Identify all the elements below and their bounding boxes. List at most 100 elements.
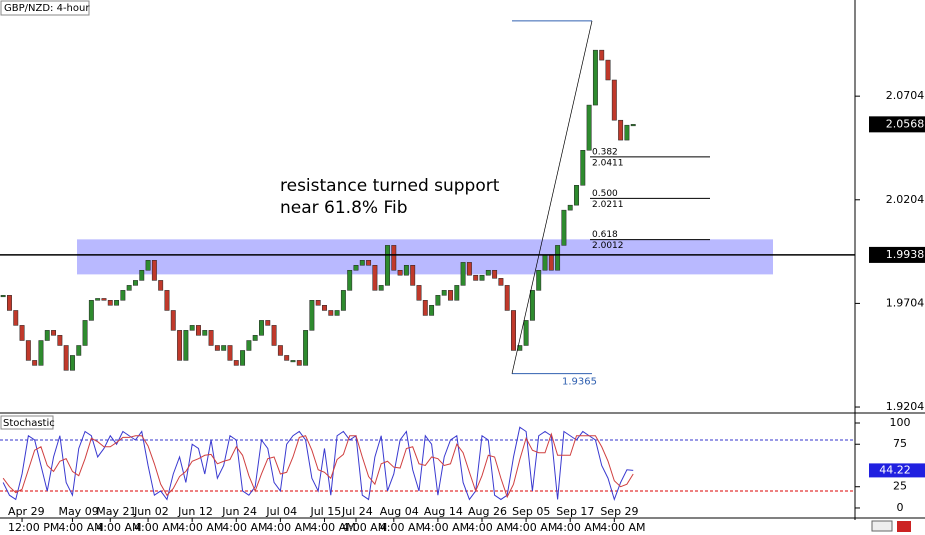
candle xyxy=(101,298,107,301)
candle xyxy=(151,260,157,281)
stoch-tick-label: 75 xyxy=(893,437,907,450)
candle xyxy=(107,300,113,306)
candle xyxy=(202,330,208,336)
candle xyxy=(460,262,466,286)
candle xyxy=(25,340,31,361)
shift-icon[interactable] xyxy=(897,521,911,532)
y-tick-label: 1.9704 xyxy=(886,296,925,309)
candle xyxy=(322,305,327,311)
candle xyxy=(479,274,485,281)
y-tick-label: 2.0204 xyxy=(886,193,925,206)
candle xyxy=(246,340,252,351)
candle xyxy=(347,269,353,291)
candle xyxy=(196,325,201,336)
candle xyxy=(441,290,447,296)
candle xyxy=(221,345,227,351)
resistance-zone xyxy=(77,239,773,275)
candle xyxy=(542,254,548,271)
x-tick-time: 4:00 AM xyxy=(96,521,141,534)
x-tick-label: Aug 26 xyxy=(468,505,507,518)
candle xyxy=(0,295,6,298)
candle xyxy=(359,260,365,266)
candle xyxy=(63,345,69,371)
candle xyxy=(536,269,542,291)
stoch-line xyxy=(2,426,634,502)
level-price: 1.9938 xyxy=(886,248,925,261)
title-box xyxy=(0,0,90,16)
candle xyxy=(630,124,636,127)
chart-title: GBP/NZD: 4-hour xyxy=(4,3,90,14)
x-tick-label: Apr 29 xyxy=(8,505,45,518)
x-tick-time: 4:00 AM xyxy=(424,521,469,534)
candle xyxy=(296,360,302,366)
x-tick-label: Aug 04 xyxy=(380,505,419,518)
candle xyxy=(309,300,315,331)
scroll-icon[interactable] xyxy=(871,520,893,532)
y-tick-label: 2.0704 xyxy=(886,89,925,102)
candle xyxy=(189,325,195,331)
candle xyxy=(416,285,422,301)
candle xyxy=(120,290,126,301)
candle xyxy=(290,360,296,363)
stoch-line xyxy=(2,432,634,499)
x-tick-label: Jul 24 xyxy=(341,505,373,518)
candle xyxy=(372,265,378,291)
candle xyxy=(139,269,145,281)
x-tick-label: Sep 05 xyxy=(512,505,550,518)
candle xyxy=(233,360,239,366)
fib-low-label: 1.9365 xyxy=(562,377,597,388)
candle xyxy=(366,260,372,266)
stoch-last-box xyxy=(869,463,925,478)
candle xyxy=(466,262,472,276)
x-tick-label: Jun 24 xyxy=(221,505,257,518)
fib-price: 2.0411 xyxy=(592,158,624,168)
stoch-tick-label: 25 xyxy=(893,480,907,493)
x-tick-time: 4:00 AM xyxy=(266,521,311,534)
candle xyxy=(473,274,479,281)
candle xyxy=(429,305,435,316)
candle xyxy=(315,300,321,306)
x-tick-label: Jun 12 xyxy=(177,505,213,518)
candle xyxy=(133,280,138,286)
candle xyxy=(548,254,554,271)
candle xyxy=(208,330,214,346)
last-price: 2.0568 xyxy=(886,117,925,130)
candle xyxy=(277,345,283,356)
candle xyxy=(271,325,277,346)
candle xyxy=(561,209,567,246)
fib-price: 2.0012 xyxy=(592,241,624,251)
candle xyxy=(183,330,189,361)
x-tick-time: 12:00 PM xyxy=(8,521,59,534)
candle xyxy=(624,124,630,141)
candle xyxy=(164,290,170,311)
candle xyxy=(378,285,384,291)
candle xyxy=(88,300,94,321)
x-tick-label: Sep 29 xyxy=(600,505,638,518)
fib-price: 2.0211 xyxy=(592,200,624,210)
x-tick-time: 4:00 AM xyxy=(380,521,425,534)
x-tick-time: 4:00 AM xyxy=(556,521,601,534)
candle xyxy=(340,290,346,311)
candle xyxy=(492,269,498,279)
x-tick-time: 4:00 AM xyxy=(310,521,355,534)
candle xyxy=(214,345,220,351)
fib-trend xyxy=(511,20,593,374)
candle xyxy=(19,325,25,341)
candle xyxy=(126,285,132,291)
level-price-box xyxy=(869,246,925,263)
candle xyxy=(611,79,617,121)
candle xyxy=(51,330,57,336)
candle xyxy=(158,280,164,291)
candle xyxy=(114,300,120,306)
candle xyxy=(403,265,409,276)
candle xyxy=(498,278,504,286)
indicator-box xyxy=(0,415,54,430)
fib-ratio: 0.382 xyxy=(592,147,618,157)
candle xyxy=(529,290,535,321)
candle xyxy=(95,298,101,301)
candle xyxy=(448,290,453,301)
candle xyxy=(227,345,233,361)
candle xyxy=(618,119,624,141)
